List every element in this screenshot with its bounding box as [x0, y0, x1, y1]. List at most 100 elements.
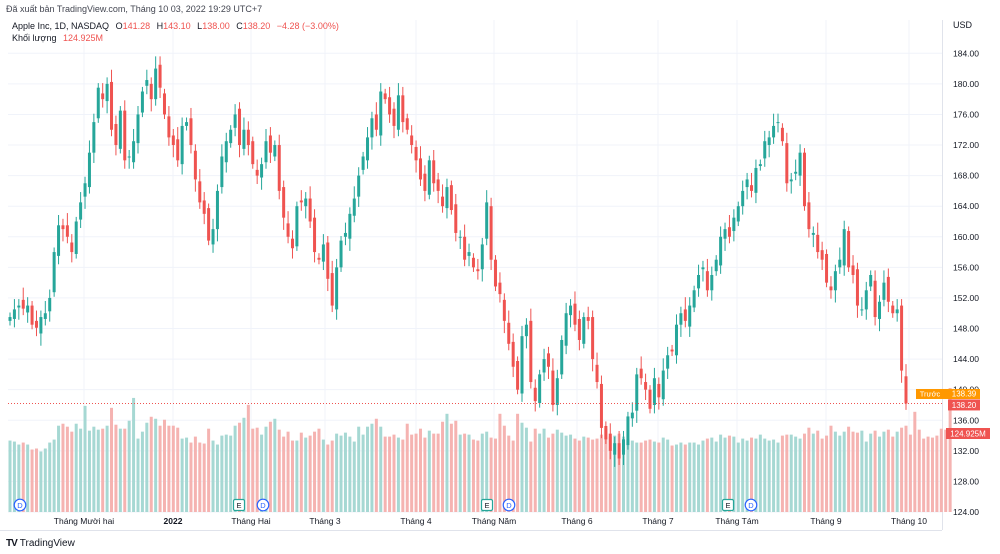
volume-bar — [202, 443, 206, 512]
volume-bar — [290, 440, 294, 512]
volume-bar — [388, 436, 392, 512]
volume-bar — [317, 428, 321, 512]
candle-body — [361, 156, 365, 170]
volume-bar — [224, 434, 228, 512]
volume-bar — [626, 438, 630, 512]
volume-bar — [189, 442, 193, 512]
volume-bar — [246, 404, 250, 512]
candle-body — [895, 309, 899, 314]
volume-bar — [52, 439, 56, 512]
volume-bar — [829, 425, 833, 512]
volume-bar — [268, 421, 272, 512]
candle-body — [295, 206, 299, 247]
volume-bar — [494, 438, 498, 512]
candle-body — [851, 265, 855, 275]
footer-brand[interactable]: TV TradingView — [6, 538, 75, 549]
candle-body — [70, 242, 74, 253]
candle-body — [189, 118, 193, 146]
volume-bar — [666, 439, 670, 512]
candle-body — [701, 267, 705, 270]
volume-bar — [198, 442, 202, 512]
candle-body — [763, 141, 767, 159]
high-label: H — [156, 21, 164, 31]
candle-body — [741, 190, 745, 207]
symbol-title[interactable]: Apple Inc, 1D, NASDAQ — [12, 21, 110, 31]
candle-body — [754, 167, 758, 193]
candle-body — [520, 336, 524, 394]
volume-bar — [948, 388, 952, 512]
candle-body — [57, 225, 61, 256]
volume-label[interactable]: Khối lượng — [12, 33, 57, 43]
candle-body — [83, 183, 87, 197]
volume-bar — [608, 436, 612, 512]
candle-body — [34, 320, 38, 328]
candle-body — [608, 433, 612, 451]
candle-body — [471, 257, 475, 268]
volume-bar — [48, 442, 52, 512]
marker-shape — [13, 498, 27, 512]
candle-body — [396, 95, 400, 130]
candle-body — [180, 125, 184, 165]
volume-bar — [789, 434, 793, 512]
last-price-box — [948, 399, 980, 411]
volume-bar — [145, 422, 149, 512]
candle-body — [630, 412, 634, 419]
candle-body — [666, 355, 670, 369]
volume-bar — [110, 407, 114, 512]
candle-body — [551, 370, 555, 405]
volume-bar — [595, 438, 599, 512]
candle-body — [392, 108, 396, 126]
volume-bar — [723, 437, 727, 512]
candle-body — [357, 175, 361, 197]
candle-body — [767, 137, 771, 146]
candle-body — [198, 181, 202, 203]
volume-bar — [211, 440, 215, 512]
candle-body — [855, 269, 859, 306]
volume-bar — [83, 405, 87, 512]
volume-bar — [74, 423, 78, 512]
volume-bar — [118, 428, 122, 512]
candle-body — [626, 416, 630, 446]
candle-body — [260, 164, 264, 178]
marker-letter: D — [17, 501, 23, 510]
volume-bar — [299, 432, 303, 512]
candle-body — [569, 305, 573, 316]
volume-bar — [282, 436, 286, 512]
candle-body — [900, 305, 904, 371]
volume-bar — [79, 428, 83, 512]
volume-bar — [343, 432, 347, 512]
candle-body — [679, 313, 683, 325]
candle-body — [652, 378, 656, 405]
volume-bar — [617, 433, 621, 512]
volume-bar — [30, 449, 34, 512]
volume-bar — [613, 435, 617, 512]
candle-body — [145, 80, 149, 86]
volume-bar — [180, 438, 184, 512]
candle-body — [185, 122, 189, 126]
volume-bar — [61, 423, 65, 512]
volume-bar — [551, 433, 555, 512]
candle-body — [343, 232, 347, 237]
volume-bar — [154, 418, 158, 512]
candle-body — [736, 206, 740, 222]
candle-body — [498, 282, 502, 295]
volume-bar — [96, 429, 100, 512]
time-axis[interactable]: Tháng Mười hai 2022 Tháng Hai Tháng 3 Tháng … — [54, 516, 927, 526]
candle-body — [427, 160, 431, 195]
volume-bar — [242, 417, 246, 512]
candle-body — [238, 108, 242, 146]
volume-bar — [264, 426, 268, 512]
candle-body — [882, 282, 886, 300]
candle-body — [339, 240, 343, 268]
volume-bar — [489, 437, 493, 512]
candle-body — [118, 110, 122, 149]
volume-bar — [57, 425, 61, 512]
volume-bar — [335, 433, 339, 512]
candle-body — [220, 156, 224, 188]
candle-body — [613, 443, 617, 455]
candle-body — [820, 250, 824, 260]
candle-body — [441, 196, 445, 207]
published-note: Đã xuất bản TradingView.com, Tháng 10 03… — [6, 4, 263, 14]
open-value: 141.28 — [122, 21, 151, 31]
